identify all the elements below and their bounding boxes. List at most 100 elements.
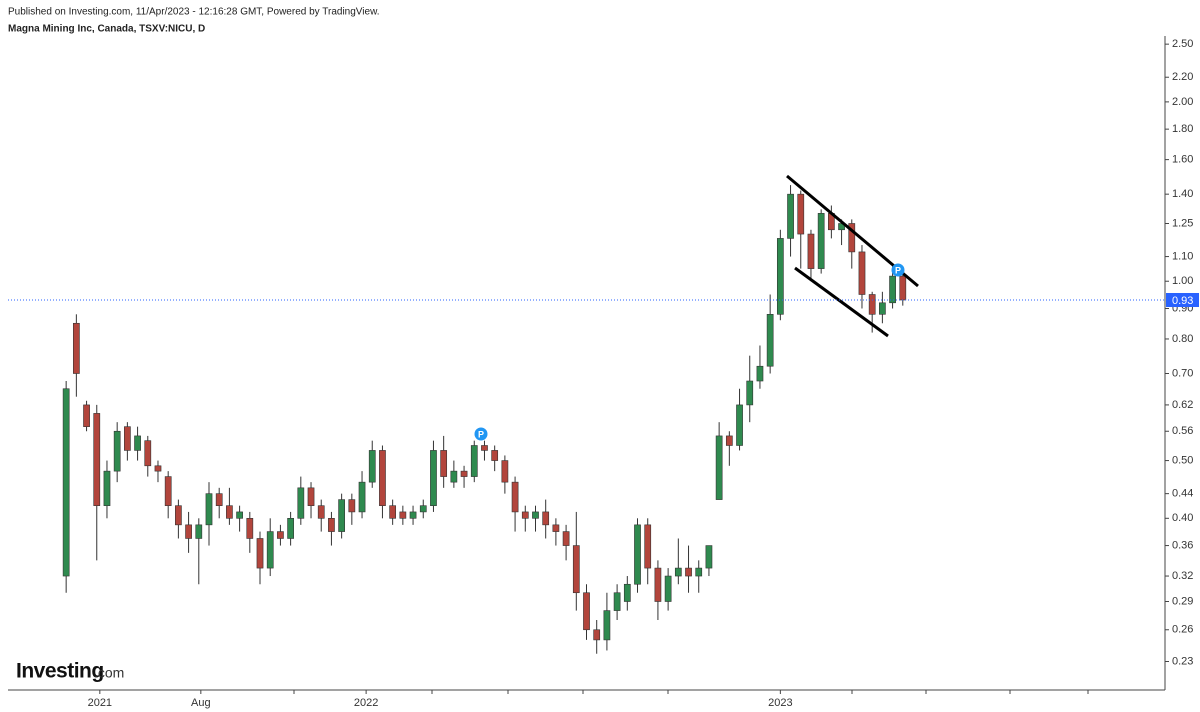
candle-body xyxy=(481,445,488,451)
candle-body xyxy=(419,505,427,513)
logo-suffix: .com xyxy=(94,665,124,681)
candle-body xyxy=(868,294,876,315)
logo-brand: Investing xyxy=(16,660,104,683)
last-price-label: 0.93 xyxy=(1172,295,1193,307)
candle-body xyxy=(113,430,121,472)
candle-body xyxy=(858,251,866,295)
candle-body xyxy=(879,302,886,315)
symbol-title: Magna Mining Inc, Canada, TSXV:NICU, D xyxy=(8,24,205,35)
candle-body xyxy=(460,470,468,477)
candle-body xyxy=(379,450,386,506)
candle-body xyxy=(623,583,631,602)
y-tick-label: 0.36 xyxy=(1172,539,1193,551)
candle-body xyxy=(266,531,274,569)
candle-body xyxy=(62,388,70,577)
candle-body xyxy=(634,524,641,585)
y-tick-label: 0.62 xyxy=(1172,399,1193,411)
candle-body xyxy=(491,450,499,461)
y-tick-label: 0.56 xyxy=(1172,425,1193,437)
candle-body xyxy=(164,476,172,506)
pivot-label: P xyxy=(895,265,901,275)
candle-body xyxy=(226,505,233,519)
candle-body xyxy=(695,567,703,577)
y-tick-label: 0.26 xyxy=(1172,624,1193,636)
candle-body xyxy=(807,233,815,269)
candle-body xyxy=(603,610,611,641)
published-note: Published on Investing.com, 11/Apr/2023 … xyxy=(8,7,380,18)
y-tick-label: 2.50 xyxy=(1172,38,1193,50)
candle-body xyxy=(328,518,335,532)
y-tick-label: 0.32 xyxy=(1172,570,1193,582)
y-tick-label: 1.40 xyxy=(1172,188,1193,200)
y-tick-label: 0.70 xyxy=(1172,367,1193,379)
candle-body xyxy=(175,505,182,526)
y-tick-label: 2.00 xyxy=(1172,96,1193,108)
candle-body xyxy=(215,493,223,506)
candle-body xyxy=(685,567,692,577)
candles xyxy=(62,185,907,654)
candle-body xyxy=(644,524,652,569)
candle-body xyxy=(848,223,856,253)
candle-body xyxy=(338,499,345,532)
trend-line-lower xyxy=(794,266,889,338)
candle-body xyxy=(501,460,509,483)
candle-body xyxy=(583,592,590,631)
candle-body xyxy=(654,567,662,602)
x-tick-label: 2022 xyxy=(354,697,378,709)
x-tick-label: 2021 xyxy=(88,697,112,709)
y-tick-label: 1.00 xyxy=(1172,275,1193,287)
candle-body xyxy=(277,531,284,539)
candle-body xyxy=(144,440,152,467)
y-tick-label: 0.80 xyxy=(1172,333,1193,345)
candle-body xyxy=(307,487,315,506)
y-tick-label: 1.10 xyxy=(1172,250,1193,262)
candle-body xyxy=(195,524,203,539)
y-tick-label: 0.50 xyxy=(1172,454,1193,466)
candle-body xyxy=(766,314,774,367)
candle-body xyxy=(236,511,243,519)
candle-body xyxy=(72,322,80,374)
y-tick-label: 2.20 xyxy=(1172,71,1193,83)
candle-body xyxy=(297,487,305,519)
candle-body xyxy=(674,567,682,577)
candle-body xyxy=(399,511,407,519)
pivot-marker xyxy=(474,427,488,441)
candle-body xyxy=(348,499,356,513)
candle-body xyxy=(93,413,101,506)
pivot-label: P xyxy=(478,429,484,439)
candle-body xyxy=(532,511,539,519)
candle-body xyxy=(664,575,672,602)
candle-body xyxy=(899,275,907,301)
candle-body xyxy=(776,238,784,315)
candle-body xyxy=(246,518,254,539)
candle-body xyxy=(205,493,213,526)
y-tick-label: 1.80 xyxy=(1172,123,1193,135)
candle-body xyxy=(450,470,458,483)
candle-body xyxy=(440,450,448,477)
candle-body xyxy=(103,470,111,506)
last-price-box xyxy=(1166,293,1199,308)
candle-body xyxy=(134,435,141,451)
candle-body xyxy=(154,465,162,472)
candle-body xyxy=(705,545,713,569)
candle-body xyxy=(736,404,743,446)
x-tick-label: Aug xyxy=(191,697,211,709)
candle-body xyxy=(430,450,437,506)
candle-body xyxy=(542,511,550,526)
x-tick-label: 2023 xyxy=(768,697,792,709)
candle-body xyxy=(746,380,754,406)
candle-body xyxy=(256,538,264,569)
candle-body xyxy=(511,481,519,513)
candle-body xyxy=(756,365,764,382)
y-tick-label: 0.29 xyxy=(1172,595,1193,607)
candle-body xyxy=(470,445,478,477)
candle-body xyxy=(787,193,794,239)
y-tick-label: 1.25 xyxy=(1172,217,1193,229)
y-tick-label: 1.60 xyxy=(1172,154,1193,166)
candle-body xyxy=(83,404,90,427)
candle-body xyxy=(368,450,376,483)
candle-body xyxy=(797,193,805,235)
y-tick-label: 0.40 xyxy=(1172,512,1193,524)
